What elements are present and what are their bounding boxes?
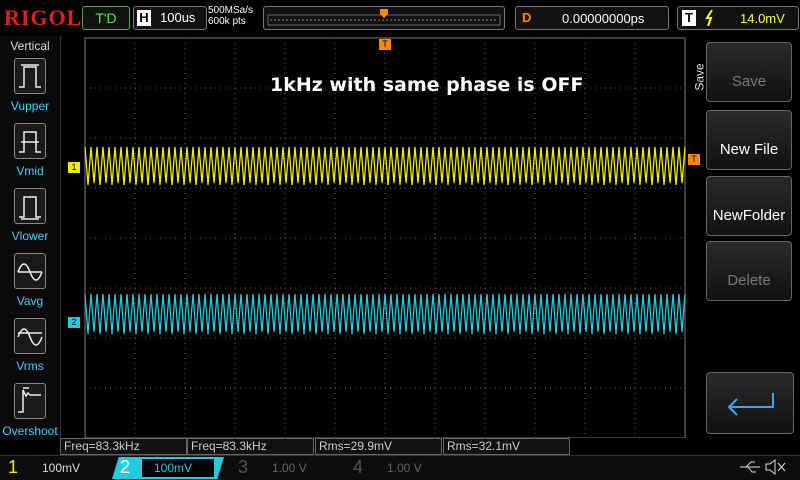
trigger-box[interactable]: T 14.0mV: [677, 6, 799, 30]
channel-number[interactable]: 4: [353, 457, 364, 477]
measure-label: Overshoot: [2, 424, 58, 438]
measurement: Rms=32.1mV: [443, 438, 570, 455]
memory-bar: [263, 6, 505, 30]
delay-box[interactable]: D 0.00000000ps: [515, 6, 669, 30]
ch2-marker: 2: [68, 317, 80, 328]
menu-title: Save: [692, 63, 707, 91]
channel-scale: 100mV: [42, 461, 81, 475]
arrow: [727, 393, 774, 416]
measure-icon[interactable]: [14, 383, 46, 419]
measure-label: Vupper: [10, 99, 50, 113]
memory-trigger: [380, 9, 388, 18]
timebase-label: H: [137, 10, 151, 26]
left-panel: Vertical: [0, 36, 61, 440]
channel-scale: 1.00 V: [387, 461, 422, 475]
icon-graphic: [19, 196, 41, 220]
measure-label: Vavg: [16, 294, 44, 308]
icon-graphic: [18, 387, 41, 413]
measurement: Freq=83.3kHz: [60, 438, 187, 455]
measure-icon[interactable]: [14, 123, 46, 159]
icon-path: [19, 196, 41, 220]
channel-number[interactable]: 2: [120, 457, 131, 477]
panel-title: Vertical: [10, 39, 50, 53]
trigger-label: T: [682, 10, 696, 26]
sample-rate: 500MSa/s: [208, 5, 254, 16]
icon-path: [19, 64, 41, 88]
measure-label: Vrms: [16, 359, 44, 373]
memory-depth: 600k pts: [208, 16, 246, 27]
measurement: Rms=29.9mV: [315, 438, 442, 455]
channel-number[interactable]: 1: [8, 457, 19, 477]
menu-button[interactable]: New File: [706, 110, 792, 170]
trace: [84, 293, 686, 335]
icon-path: [19, 131, 41, 153]
ch1-marker: 1: [68, 162, 80, 173]
measure-icon[interactable]: [14, 58, 46, 94]
icon-graphic: [17, 328, 43, 346]
channel-scale: 1.00 V: [272, 461, 307, 475]
trigger-level-marker: T: [688, 154, 700, 165]
measure-label: Vlower: [11, 229, 49, 243]
memory-waveform: [267, 9, 501, 26]
delay: 0.00000000ps: [562, 11, 645, 26]
edge-path: [705, 10, 713, 26]
delay-label: D: [522, 10, 532, 25]
icon-graphic: [19, 131, 41, 153]
usb-icon: [740, 458, 786, 476]
timebase: 100us: [160, 10, 196, 25]
sound-icon: [765, 458, 786, 476]
trigger-edge-icon: [705, 10, 713, 26]
logo: RIGOL: [4, 5, 83, 30]
icon-path: [17, 328, 43, 346]
usb-path: [740, 461, 760, 473]
trace: [84, 146, 686, 186]
icon-graphic: [19, 64, 41, 88]
annotation: 1kHz with same phase is OFF: [270, 74, 584, 96]
run-status[interactable]: T'D: [82, 6, 130, 30]
trigger-level: 14.0mV: [740, 11, 785, 26]
channel-scale: 100mV: [154, 461, 193, 475]
icon-path: [17, 263, 43, 281]
measure-icon[interactable]: [14, 188, 46, 224]
timebase-box[interactable]: H 100us: [133, 6, 207, 30]
return-button[interactable]: [706, 372, 794, 434]
measurement: Freq=83.3kHz: [187, 438, 314, 455]
return-icon: [727, 393, 774, 416]
waveform-area: [84, 37, 686, 438]
scale-back: [142, 459, 214, 477]
icon-path: [18, 387, 41, 413]
icon-graphic: [17, 263, 43, 281]
trigger-position-marker: T: [379, 39, 391, 50]
measure-icon[interactable]: [14, 253, 46, 289]
measure-icon[interactable]: [14, 318, 46, 354]
menu-button[interactable]: Save: [706, 42, 792, 102]
menu-button[interactable]: NewFolder: [706, 176, 792, 236]
measure-label: Vmid: [16, 164, 44, 178]
channel-number[interactable]: 3: [238, 457, 249, 477]
menu-button[interactable]: Delete: [706, 241, 792, 301]
